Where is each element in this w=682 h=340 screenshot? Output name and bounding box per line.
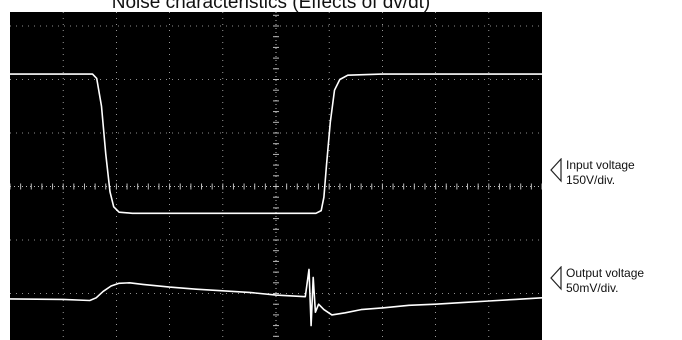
graticule: [10, 12, 542, 340]
input-voltage-trace: [10, 73, 542, 215]
output-voltage-trace: [10, 268, 542, 327]
input-voltage-scale: 150V/div.: [566, 173, 616, 187]
output-voltage-scale: 50mV/div.: [566, 281, 619, 295]
output-marker-arrow: [550, 266, 562, 291]
output-voltage-label: Output voltage 50mV/div.: [566, 266, 644, 296]
input-voltage-label: Input voltage 150V/div.: [566, 158, 635, 188]
output-voltage-name: Output voltage: [566, 266, 645, 280]
input-voltage-name: Input voltage: [566, 158, 635, 172]
traces: [10, 73, 542, 327]
chart-title: Noise characteristics (Effects of dv/dt): [111, 0, 431, 13]
oscilloscope-plot: [10, 12, 542, 340]
oscilloscope-screen: [10, 12, 542, 340]
input-marker-arrow: [550, 158, 562, 183]
